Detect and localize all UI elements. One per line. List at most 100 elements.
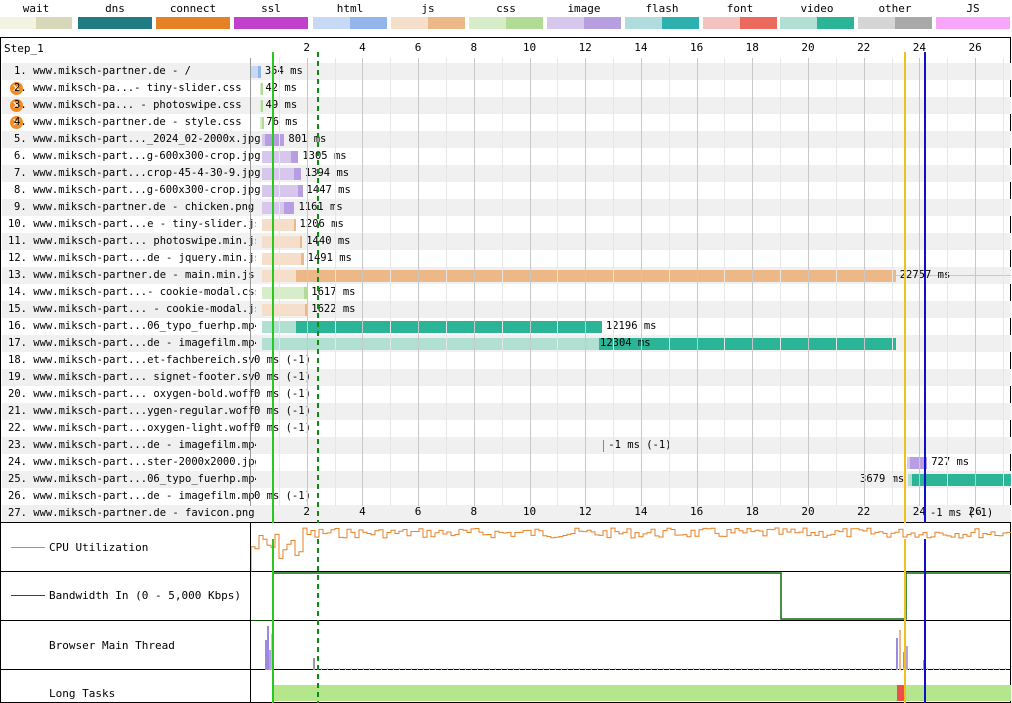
request-label: 6. www.miksch-part...g-600x300-crop.jpg [14,150,261,162]
request-bar-wait [262,338,600,350]
request-label: 22. www.miksch-part...oxygen-light.woff2 [8,422,256,434]
legend-other: other [858,0,932,32]
grid-line [585,58,587,506]
request-bar-download [912,474,1012,486]
legend-video: video [780,0,854,32]
request-row[interactable]: 6. www.miksch-part...g-600x300-crop.jpg 1… [2,148,1011,165]
request-row[interactable]: 25. www.miksch-part...06_typo_fuerhp.mp4… [2,471,1012,488]
request-bar-download [299,236,303,248]
legend-swatch [234,17,308,29]
long-tasks-label: Long Tasks [49,687,116,700]
request-row[interactable]: 9. www.miksch-partner.de - chicken.png 11… [2,199,1011,216]
request-label: 27. www.miksch-partner.de - favicon.png [8,507,255,519]
request-row[interactable]: 22. www.miksch-part...oxygen-light.woff2… [2,420,1011,437]
request-duration: 1440 ms [306,235,351,247]
request-bar-download [261,83,264,95]
document-complete-line [923,539,926,703]
request-row[interactable]: 7. www.miksch-part...crop-45-4-30-9.jpg 1… [2,165,1011,182]
request-label: 25. www.miksch-part...06_typo_fuerhp.mp4 [8,473,256,485]
legend-js: js [391,0,465,32]
request-marker [603,440,605,452]
request-duration: 1161 ms [298,201,343,213]
request-bar-wait [262,270,296,282]
cpu-graph [251,527,1011,572]
request-bar-download [599,338,896,350]
request-duration: -1 ms (-1) [608,439,672,451]
dom-content-loaded-line [316,539,319,703]
request-row[interactable]: 17. www.miksch-part...de - imagefilm.mp4… [2,335,1011,352]
request-bar-wait [908,474,913,486]
request-label: 12. www.miksch-part...de - jquery.min.js [8,252,256,264]
legend-swatch [625,17,699,29]
tick-label: 26 [968,505,982,518]
request-row[interactable]: 21. www.miksch-part...ygen-regular.woff2… [2,403,1011,420]
request-row[interactable]: 11. www.miksch-part... photoswipe.min.js… [2,233,1011,250]
tick-label: 14 [634,505,648,518]
legend-swatch [703,17,777,29]
request-row[interactable]: 15. www.miksch-part... - cookie-modal.js… [2,301,1011,318]
bandwidth-graph [251,572,1011,621]
request-duration: 0 ms (-1) [254,371,311,383]
tick-label: 6 [414,41,422,54]
request-row[interactable]: 8. www.miksch-part...g-600x300-crop.jpg 1… [2,182,1011,199]
legend-swatch [156,17,230,29]
request-label: 21. www.miksch-part...ygen-regular.woff2 [8,405,256,417]
grid-line [835,58,837,506]
legend-label: image [567,2,601,15]
legend-label: ssl [261,2,281,15]
request-row[interactable]: ✕ 4. www.miksch-partner.de - style.css 76 … [2,114,1011,131]
request-bar-download [264,134,285,146]
request-row[interactable]: ✕ 3. www.miksch-pa... - photoswipe.css 49 … [2,97,1011,114]
grid-line [418,58,420,506]
grid-line [975,58,977,506]
long-tasks-panel: Long Tasks [0,669,1011,703]
request-row[interactable]: 5. www.miksch-part..._2024_02-2000x.jpg 8… [2,131,1011,148]
request-row[interactable]: 10. www.miksch-part...e - tiny-slider.js… [2,216,1011,233]
request-label: 9. www.miksch-partner.de - chicken.png [14,201,255,213]
request-bar-download [261,117,264,129]
cpu-line [251,527,1011,572]
request-row[interactable]: 24. www.miksch-part...ster-2000x2000.jpg… [2,454,1011,471]
legend-swatch [780,17,854,29]
request-row[interactable]: 16. www.miksch-part...06_typo_fuerhp.mp4… [2,318,1011,335]
request-row[interactable]: 26. www.miksch-part...de - imagefilm.mp4… [2,488,1011,505]
tick-label: 4 [359,505,366,518]
tick-label: 14 [634,41,648,54]
request-row[interactable]: 1. www.miksch-partner.de - / 354 ms [2,63,1011,80]
request-label: 8. www.miksch-part...g-600x300-crop.jpg [14,184,261,196]
request-bar-wait [262,253,302,265]
tick-label: 8 [470,41,478,54]
request-row[interactable]: 20. www.miksch-part... oxygen-bold.woff2… [2,386,1011,403]
tick-label: 18 [745,505,759,518]
request-label: 26. www.miksch-part...de - imagefilm.mp4 [8,490,256,502]
warning-icon: ✕ [10,82,23,95]
request-row[interactable]: 14. www.miksch-part...- cookie-modal.css… [2,284,1011,301]
main-thread-spike [903,652,905,670]
legend-image: image [547,0,621,32]
request-row[interactable]: 27. www.miksch-partner.de - favicon.png -… [2,505,1011,522]
grid-line [668,58,670,506]
grid-line [863,58,865,506]
request-row[interactable]: ✕ 2. www.miksch-pa...- tiny-slider.css 42 … [2,80,1011,97]
grid-line [445,58,447,506]
request-duration: 727 ms [931,456,970,468]
request-bar-download [261,100,264,112]
request-label: 14. www.miksch-part...- cookie-modal.css [8,286,256,298]
request-row[interactable]: 13. www.miksch-partner.de - main.min.js 2… [2,267,1011,284]
request-bar-wait [251,66,258,78]
request-row[interactable]: 23. www.miksch-part...de - imagefilm.mp4… [2,437,1011,454]
grid-line [334,58,336,506]
request-row[interactable]: 12. www.miksch-part...de - jquery.min.js… [2,250,1011,267]
request-bar-download [257,66,261,78]
request-row[interactable]: 19. www.miksch-part... signet-footer.svg… [2,369,1011,386]
grid-line [306,58,308,506]
legend-label: video [800,2,834,15]
request-bar-wait [262,134,265,146]
legend-swatch [0,17,72,29]
request-label: 24. www.miksch-part...ster-2000x2000.jpg [8,456,256,468]
grid-line [947,58,949,506]
request-bar-wait [262,304,306,316]
tick-label: 16 [689,41,704,54]
request-row[interactable]: 18. www.miksch-part...et-fachbereich.svg… [2,352,1011,369]
request-bar-download [909,457,928,469]
